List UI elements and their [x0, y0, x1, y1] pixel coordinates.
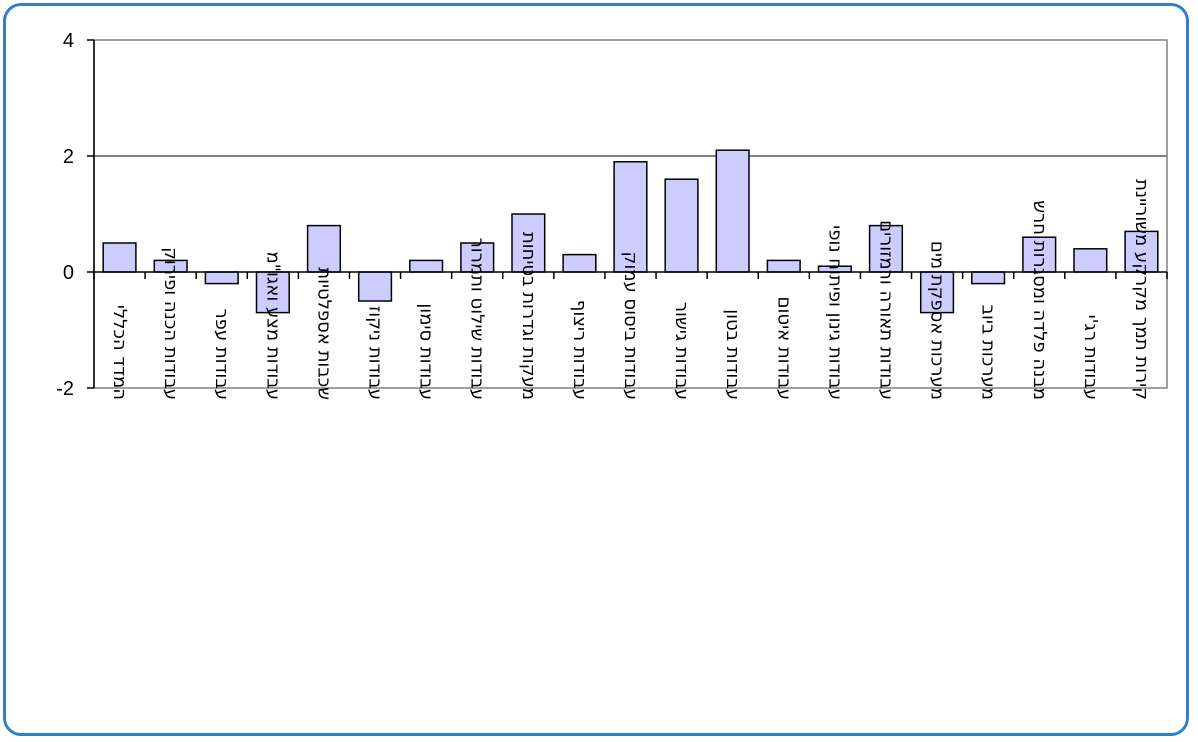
x-ticks [93, 272, 1168, 279]
bar [102, 242, 137, 273]
bar [204, 271, 239, 285]
bar [357, 271, 393, 302]
bar [562, 253, 597, 273]
category-label: עבודות סימון [416, 303, 437, 400]
chart-frame [3, 3, 1189, 736]
category-label: מערכות אספקת מים [927, 241, 948, 400]
bar [868, 224, 904, 273]
category-label: המדד הכללי [109, 305, 130, 400]
category-label: מעקות וגדרות בטיחות [518, 232, 539, 400]
y-tick-label: -2 [56, 378, 74, 400]
y-tick-label: 4 [63, 30, 74, 52]
bar [306, 224, 342, 273]
bar [460, 242, 495, 273]
gridlines [94, 39, 1167, 157]
category-label: עבודות ריצוף [569, 300, 590, 400]
y-tick-label: 2 [63, 146, 74, 168]
bar [409, 259, 444, 273]
bar [971, 271, 1006, 285]
y-tick-label: 0 [63, 262, 74, 284]
category-label: עבודות בטון [722, 309, 743, 400]
category-label: עבודות הכנה ופירוק [160, 247, 181, 400]
category-label: עבודות תאורה ורמזורים [875, 220, 896, 400]
bars [102, 149, 1159, 314]
category-label: עבודות איטום [773, 297, 794, 400]
category-label: עבודות ביסוס עמוק [620, 252, 641, 400]
bar [664, 178, 699, 273]
bar [919, 271, 955, 314]
bar [511, 213, 546, 273]
bar [1124, 230, 1159, 273]
category-label: עבודות ניקוז [365, 306, 386, 400]
category-labels: המדד הכללי עבודות הכנה ופירוק עבודות עפר עב… [109, 179, 1152, 400]
bar [715, 149, 750, 273]
category-label: עבודות רג'י [1080, 315, 1101, 400]
category-label: מערכות ביוב [978, 305, 999, 400]
category-label: עבודות מצע ואגו"מ [262, 251, 283, 400]
category-label: קירות תמך מקרקע משוריינת [1131, 179, 1152, 400]
bar [1073, 248, 1108, 273]
category-label: מבנה פלדה ומסגרות חרש [1029, 200, 1050, 400]
category-label: עבודות גינון ופיתוח נופי [824, 225, 845, 400]
bar [766, 259, 801, 273]
bar [255, 271, 290, 314]
category-label: עבודות גישור [671, 302, 692, 400]
y-axis: 4 2 0 -2 [56, 30, 95, 400]
category-label: עבודות עפר [211, 308, 232, 400]
category-label: שכבות אספלטיות [313, 267, 334, 400]
category-label: עבודות שילוט ותמרור [467, 238, 488, 400]
